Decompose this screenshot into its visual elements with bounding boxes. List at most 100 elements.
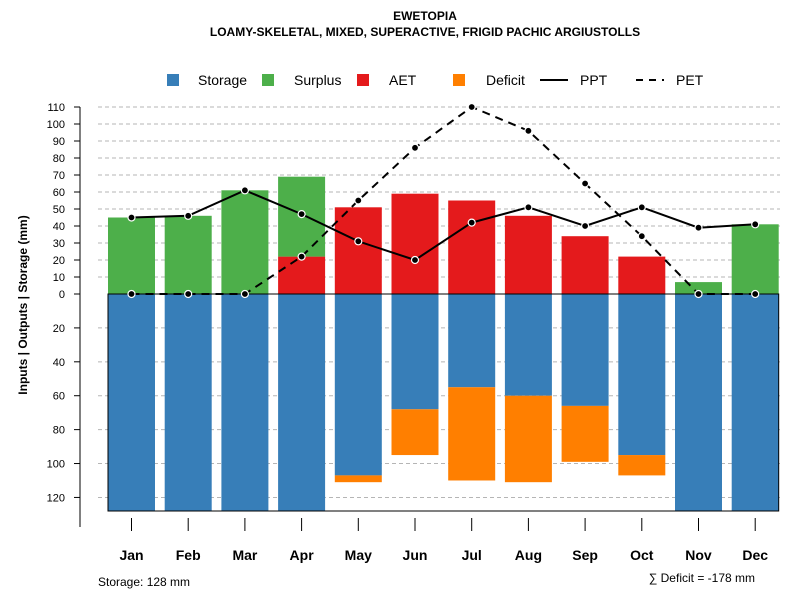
y-tick-label-bottom-120: 120 [47, 492, 65, 504]
storage-bar-Dec [731, 294, 779, 511]
aet-bar-Aug [504, 215, 552, 294]
axes: 0 10 20 30 40 50 60 70 80 90 100 110 20 40 60 80 100 120 J… [47, 102, 769, 563]
legend-swatch-surplus [262, 74, 274, 86]
chart-title: EWETOPIA [393, 9, 457, 23]
ppt-point-Oct [637, 203, 646, 212]
ppt-point-Jan [127, 213, 136, 222]
y-tick-label-top-10: 10 [53, 272, 65, 284]
legend-swatch-storage [167, 74, 179, 86]
surplus-bar-Dec [731, 224, 779, 294]
y-tick-label-top-100: 100 [47, 119, 65, 131]
aet-bar-Oct [618, 256, 666, 294]
y-tick-label-top-80: 80 [53, 153, 65, 165]
aet-bar-Apr [278, 256, 326, 294]
y-tick-label-top-40: 40 [53, 221, 65, 233]
aet-bar-May [334, 207, 382, 294]
legend-label-deficit: Deficit [486, 72, 525, 88]
y-tick-label-top-50: 50 [53, 204, 65, 216]
surplus-bar-Jan [108, 217, 155, 294]
storage-bar-May [334, 294, 382, 476]
storage-bar-Feb [164, 294, 212, 511]
storage-bar-Sep [561, 294, 609, 406]
ppt-point-Apr [297, 210, 306, 219]
deficit-bar-Jun [391, 409, 439, 456]
x-tick-label-Jan: Jan [119, 547, 143, 563]
legend-label-aet: AET [389, 72, 417, 88]
ppt-point-Sep [580, 221, 590, 231]
x-tick-label-Nov: Nov [685, 547, 712, 563]
ppt-point-May [354, 237, 363, 246]
pet-point-Jun [410, 143, 420, 152]
deficit-bar-Aug [504, 395, 552, 483]
pet-point-Sep [580, 179, 590, 188]
pet-point-Feb [184, 289, 193, 299]
x-tick-label-Aug: Aug [515, 547, 542, 563]
storage-bar-Jul [448, 294, 496, 388]
x-tick-label-May: May [345, 547, 372, 563]
legend-label-storage: Storage [198, 72, 247, 88]
y-tick-label-top-30: 30 [53, 238, 65, 250]
legend: Storage Surplus AET Deficit PPT PET [167, 72, 704, 88]
deficit-bar-Jul [448, 387, 496, 481]
y-tick-label-top-20: 20 [53, 255, 65, 267]
aet-bar-Jul [448, 200, 496, 294]
y-tick-label-top-90: 90 [53, 136, 65, 148]
ppt-point-Jun [410, 255, 420, 265]
storage-footnote: Storage: 128 mm [98, 575, 190, 589]
y-axis-label: Inputs | Outputs | Storage (mm) [16, 215, 30, 394]
ppt-point-Nov [694, 223, 703, 232]
ppt-point-Feb [184, 211, 193, 220]
pet-point-Mar [240, 289, 249, 299]
legend-swatch-deficit [453, 74, 465, 86]
ppt-point-Jul [467, 218, 476, 227]
y-tick-label-bottom-20: 20 [53, 323, 65, 335]
pet-point-Apr [297, 252, 306, 261]
chart-subtitle: LOAMY-SKELETAL, MIXED, SUPERACTIVE, FRIG… [210, 25, 640, 39]
aet-bar-Sep [561, 236, 609, 294]
x-tick-label-Feb: Feb [176, 547, 201, 563]
x-tick-label-Apr: Apr [290, 547, 315, 563]
y-tick-label-bottom-100: 100 [47, 459, 65, 471]
legend-label-surplus: Surplus [294, 72, 341, 88]
ppt-point-Dec [751, 220, 760, 229]
ppt-point-Mar [240, 186, 249, 195]
legend-label-ppt: PPT [580, 72, 608, 88]
pet-point-Oct [637, 232, 646, 241]
x-tick-label-Jun: Jun [403, 547, 428, 563]
storage-bar-Jun [391, 294, 439, 410]
legend-label-pet: PET [676, 72, 704, 88]
pet-point-Nov [694, 289, 703, 299]
storage-bar-Oct [618, 294, 666, 456]
y-tick-label-top-110: 110 [47, 102, 65, 114]
storage-bar-Aug [504, 294, 552, 396]
aet-bar-Jun [391, 193, 439, 294]
deficit-footnote: ∑ Deficit = -178 mm [649, 571, 755, 585]
y-tick-label-top-0: 0 [59, 289, 65, 301]
pet-line [131, 105, 756, 295]
y-tick-label-top-70: 70 [53, 170, 65, 182]
lines [127, 102, 760, 299]
surplus-bar-Feb [164, 215, 212, 294]
pet-point-May [354, 196, 363, 205]
y-tick-label-top-60: 60 [53, 187, 65, 199]
surplus-bar-Nov [675, 282, 722, 294]
storage-bar-Apr [278, 294, 326, 511]
x-tick-label-Sep: Sep [572, 547, 598, 563]
pet-point-Jul [467, 102, 476, 112]
deficit-bar-May [334, 475, 382, 483]
x-tick-label-Mar: Mar [232, 547, 257, 563]
storage-bar-Jan [108, 294, 155, 511]
x-tick-label-Dec: Dec [742, 547, 768, 563]
y-tick-label-bottom-40: 40 [53, 357, 65, 369]
ppt-point-Aug [524, 203, 533, 212]
pet-point-Jan [127, 289, 136, 299]
legend-swatch-aet [357, 74, 369, 86]
bars [107, 176, 780, 512]
ppt-line [131, 189, 756, 262]
y-tick-label-bottom-60: 60 [53, 391, 65, 403]
storage-bar-Nov [675, 294, 722, 511]
x-tick-label-Jul: Jul [462, 547, 482, 563]
pet-point-Dec [751, 289, 760, 299]
storage-bar-Mar [221, 294, 269, 511]
